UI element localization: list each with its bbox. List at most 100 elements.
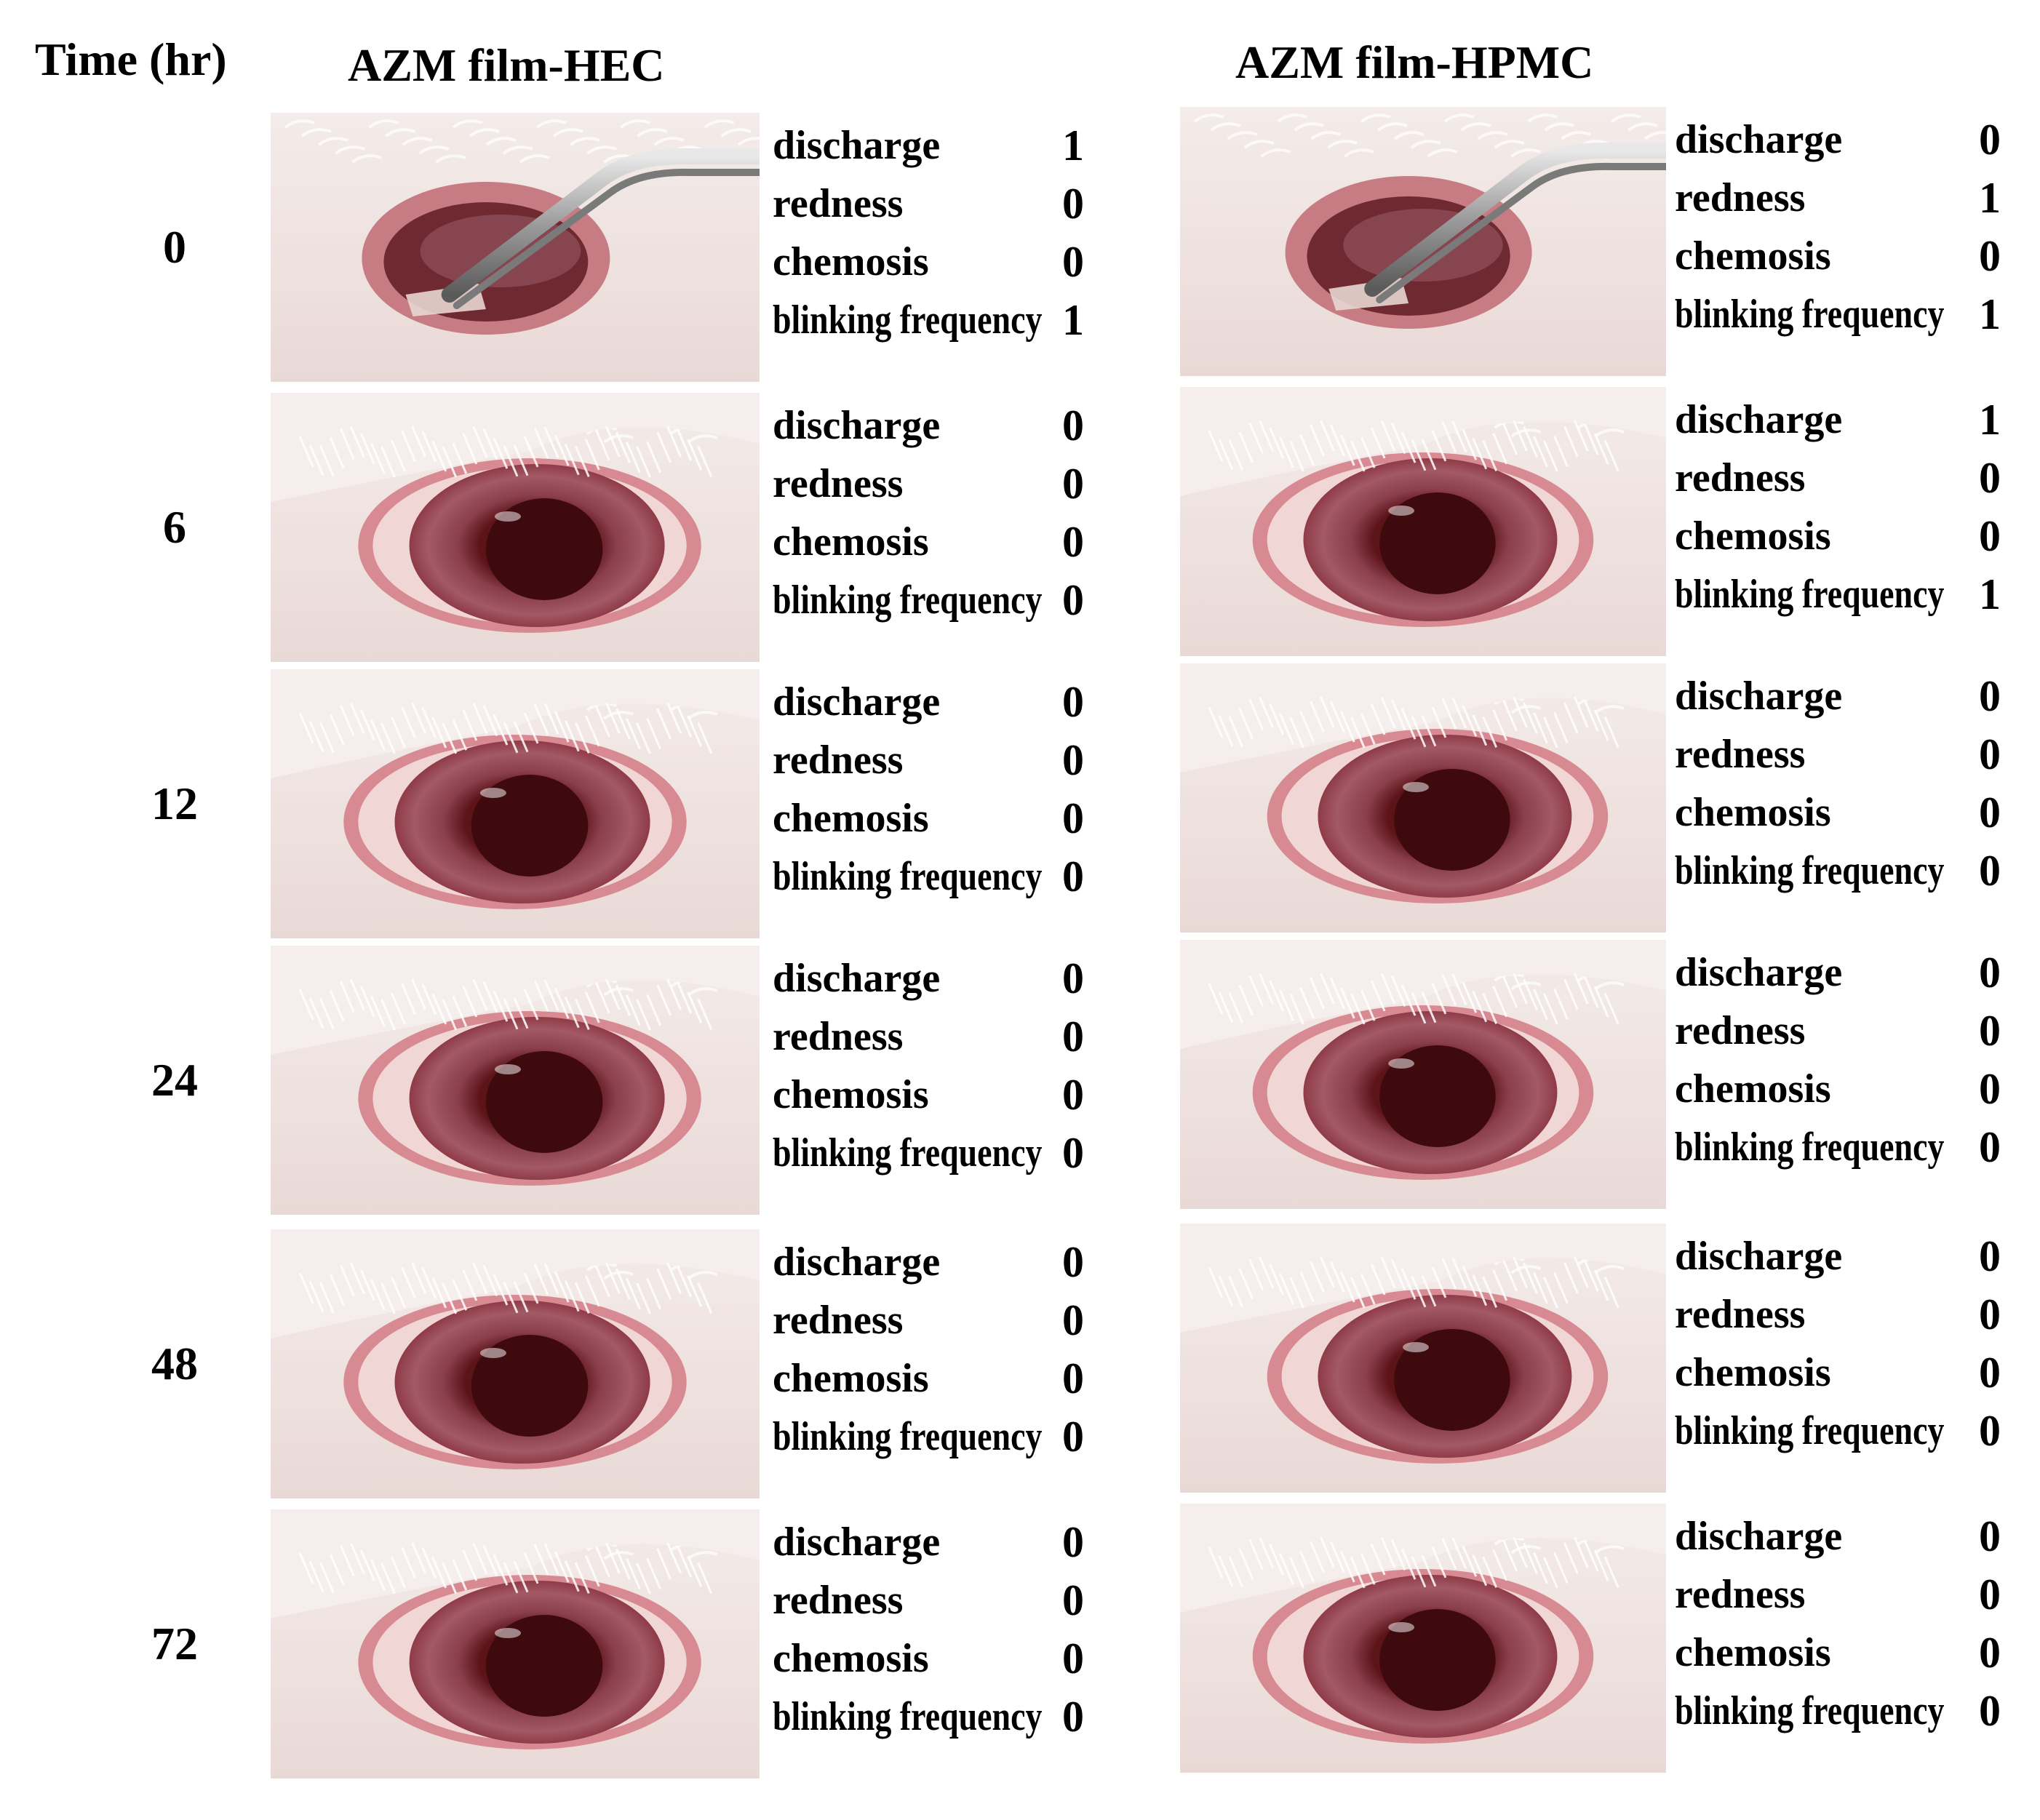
score-value-chemosis: 0 bbox=[1979, 789, 2001, 837]
hpmc-48h-score-row-discharge: discharge 0 bbox=[1675, 1231, 2017, 1282]
score-label-discharge: discharge bbox=[773, 679, 941, 725]
score-label-chemosis: chemosis bbox=[1675, 514, 1831, 559]
score-value-chemosis: 0 bbox=[1979, 1065, 2001, 1113]
score-label-chemosis: chemosis bbox=[773, 1356, 929, 1401]
hpmc-24h-score-row-discharge: discharge 0 bbox=[1675, 947, 2017, 998]
hec-12h-score-row-discharge: discharge 0 bbox=[773, 676, 1115, 727]
hpmc-eye-photo-6h bbox=[1180, 387, 1666, 656]
score-value-discharge: 0 bbox=[1062, 402, 1084, 450]
hec-72h-score-row-redness: redness 0 bbox=[773, 1575, 1115, 1626]
score-value-chemosis: 0 bbox=[1062, 518, 1084, 566]
score-value-redness: 0 bbox=[1062, 180, 1084, 228]
hec-eye-photo-72h bbox=[271, 1509, 760, 1779]
score-label-redness: redness bbox=[773, 1578, 904, 1623]
score-label-chemosis: chemosis bbox=[773, 796, 929, 841]
score-label-blinking: blinking frequency bbox=[773, 298, 1043, 343]
hpmc-48h-scores: discharge 0 redness 0 chemosis 0 blinking freq… bbox=[1675, 1231, 2017, 1471]
score-label-chemosis: chemosis bbox=[773, 1072, 929, 1117]
time-label-24: 24 bbox=[151, 1054, 198, 1106]
score-value-discharge: 0 bbox=[1062, 1518, 1084, 1566]
hpmc-eye-photo-0h bbox=[1180, 107, 1666, 376]
hpmc-72h-score-row-redness: redness 0 bbox=[1675, 1569, 2017, 1620]
score-label-discharge: discharge bbox=[773, 123, 941, 168]
hpmc-0h-score-row-chemosis: chemosis 0 bbox=[1675, 231, 2017, 282]
score-value-discharge: 0 bbox=[1979, 1232, 2001, 1280]
score-label-chemosis: chemosis bbox=[1675, 1350, 1831, 1395]
hpmc-72h-score-row-chemosis: chemosis 0 bbox=[1675, 1627, 2017, 1678]
hec-eye-photo-12h bbox=[271, 669, 760, 938]
time-label-12: 12 bbox=[151, 778, 198, 829]
hpmc-eye-photo-72h bbox=[1180, 1504, 1666, 1773]
score-label-blinking: blinking frequency bbox=[773, 1130, 1043, 1176]
score-label-redness: redness bbox=[1675, 455, 1806, 500]
score-label-discharge: discharge bbox=[1675, 1514, 1843, 1559]
hec-eye-photo-6h bbox=[271, 393, 760, 662]
score-label-chemosis: chemosis bbox=[1675, 1066, 1831, 1111]
hpmc-eye-photo-24h bbox=[1180, 940, 1666, 1209]
score-value-chemosis: 0 bbox=[1979, 1629, 2001, 1677]
hec-6h-score-row-redness: redness 0 bbox=[773, 458, 1115, 509]
score-label-chemosis: chemosis bbox=[1675, 1630, 1831, 1675]
hec-eye-photo-48h bbox=[271, 1229, 760, 1498]
score-label-chemosis: chemosis bbox=[773, 519, 929, 564]
score-label-redness: redness bbox=[1675, 1008, 1806, 1053]
hec-eye-photo-0h bbox=[271, 113, 760, 382]
score-value-chemosis: 0 bbox=[1062, 1635, 1084, 1683]
score-value-redness: 0 bbox=[1062, 1013, 1084, 1061]
score-value-chemosis: 0 bbox=[1062, 1354, 1084, 1402]
hec-24h-score-row-redness: redness 0 bbox=[773, 1011, 1115, 1062]
score-label-discharge: discharge bbox=[1675, 117, 1843, 162]
hpmc-0h-score-row-redness: redness 1 bbox=[1675, 172, 2017, 223]
score-label-discharge: discharge bbox=[773, 956, 941, 1001]
score-label-blinking: blinking frequency bbox=[1675, 572, 1945, 617]
score-label-discharge: discharge bbox=[773, 403, 941, 448]
hec-48h-score-row-blinking: blinking frequency 0 bbox=[773, 1411, 1115, 1462]
hpmc-0h-score-row-blinking: blinking frequency 1 bbox=[1675, 289, 2017, 340]
hec-48h-score-row-redness: redness 0 bbox=[773, 1295, 1115, 1346]
hec-72h-scores: discharge 0 redness 0 chemosis 0 blinking freq… bbox=[773, 1517, 1115, 1757]
score-value-discharge: 1 bbox=[1979, 396, 2001, 444]
score-value-blinking: 1 bbox=[1979, 570, 2001, 618]
hec-48h-scores: discharge 0 redness 0 chemosis 0 blinking freq… bbox=[773, 1237, 1115, 1477]
hpmc-72h-score-row-blinking: blinking frequency 0 bbox=[1675, 1685, 2017, 1736]
hpmc-72h-scores: discharge 0 redness 0 chemosis 0 blinking freq… bbox=[1675, 1511, 2017, 1751]
hec-24h-score-row-chemosis: chemosis 0 bbox=[773, 1069, 1115, 1120]
score-value-blinking: 1 bbox=[1979, 290, 2001, 338]
score-value-discharge: 0 bbox=[1979, 672, 2001, 720]
hpmc-0h-scores: discharge 0 redness 1 chemosis 0 blinking freq… bbox=[1675, 114, 2017, 354]
hpmc-12h-score-row-chemosis: chemosis 0 bbox=[1675, 787, 2017, 838]
time-label-0: 0 bbox=[163, 221, 186, 273]
hec-12h-scores: discharge 0 redness 0 chemosis 0 blinking freq… bbox=[773, 676, 1115, 917]
hec-24h-scores: discharge 0 redness 0 chemosis 0 blinking freq… bbox=[773, 953, 1115, 1193]
score-label-blinking: blinking frequency bbox=[1675, 1688, 1945, 1733]
hec-72h-score-row-chemosis: chemosis 0 bbox=[773, 1633, 1115, 1684]
hpmc-12h-score-row-discharge: discharge 0 bbox=[1675, 671, 2017, 722]
hec-6h-scores: discharge 0 redness 0 chemosis 0 blinking freq… bbox=[773, 400, 1115, 640]
hpmc-24h-score-row-redness: redness 0 bbox=[1675, 1005, 2017, 1056]
score-value-discharge: 1 bbox=[1062, 121, 1084, 169]
hpmc-24h-score-row-chemosis: chemosis 0 bbox=[1675, 1063, 2017, 1114]
hec-column-title: AZM film-HEC bbox=[348, 39, 665, 91]
hpmc-12h-scores: discharge 0 redness 0 chemosis 0 blinking freq… bbox=[1675, 671, 2017, 911]
score-label-redness: redness bbox=[1675, 1572, 1806, 1617]
score-value-blinking: 0 bbox=[1062, 1693, 1084, 1741]
score-value-blinking: 0 bbox=[1062, 576, 1084, 624]
score-value-redness: 0 bbox=[1062, 736, 1084, 784]
score-label-discharge: discharge bbox=[773, 1240, 941, 1285]
score-value-blinking: 0 bbox=[1062, 1413, 1084, 1461]
score-value-discharge: 0 bbox=[1979, 949, 2001, 997]
hec-6h-score-row-blinking: blinking frequency 0 bbox=[773, 575, 1115, 626]
time-label-48: 48 bbox=[151, 1338, 198, 1389]
score-label-redness: redness bbox=[773, 461, 904, 506]
hec-0h-score-row-blinking: blinking frequency 1 bbox=[773, 295, 1115, 346]
score-value-redness: 0 bbox=[1062, 1296, 1084, 1344]
hec-eye-photo-24h bbox=[271, 946, 760, 1215]
hpmc-72h-score-row-discharge: discharge 0 bbox=[1675, 1511, 2017, 1562]
hec-24h-score-row-discharge: discharge 0 bbox=[773, 953, 1115, 1004]
hpmc-24h-scores: discharge 0 redness 0 chemosis 0 blinking freq… bbox=[1675, 947, 2017, 1187]
hec-6h-score-row-chemosis: chemosis 0 bbox=[773, 516, 1115, 567]
hpmc-12h-score-row-blinking: blinking frequency 0 bbox=[1675, 845, 2017, 896]
hpmc-6h-scores: discharge 1 redness 0 chemosis 0 blinking freq… bbox=[1675, 394, 2017, 634]
time-label-72: 72 bbox=[151, 1618, 198, 1669]
score-label-chemosis: chemosis bbox=[773, 1636, 929, 1681]
